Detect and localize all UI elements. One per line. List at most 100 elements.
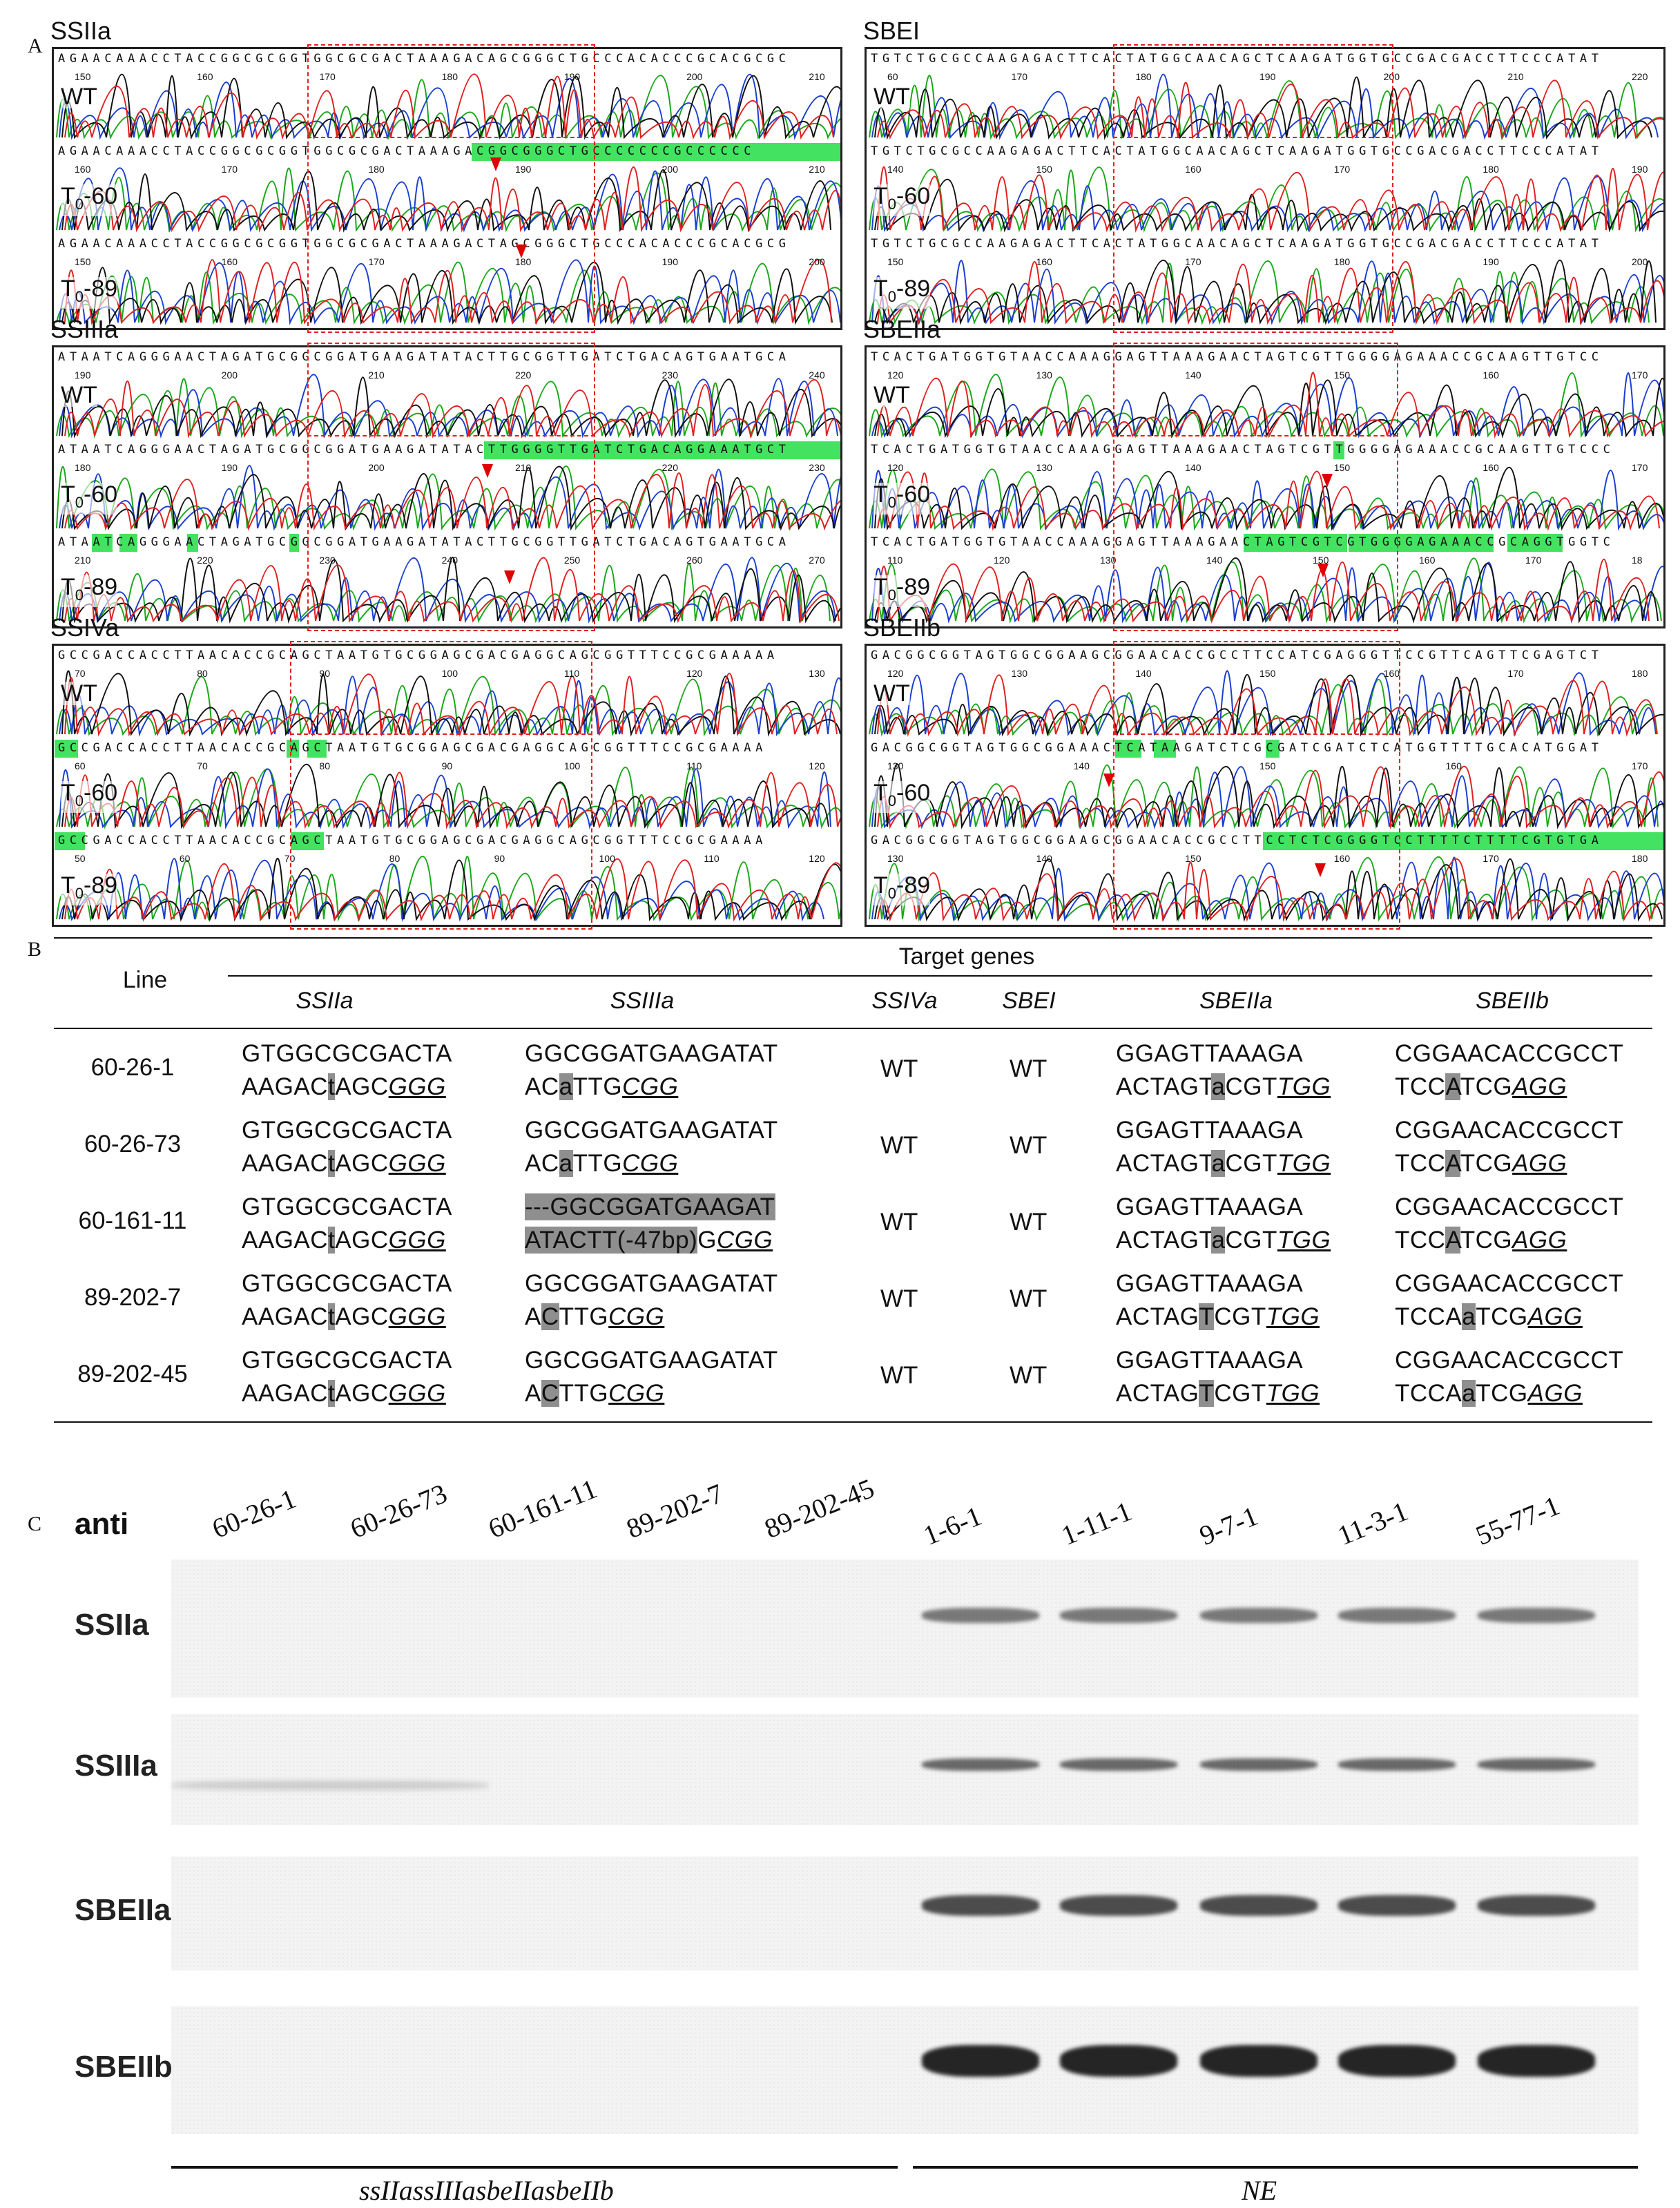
- track-label-wt: WT: [61, 84, 97, 110]
- position-tick: 170: [1525, 555, 1542, 566]
- sequence-fragment: TCCA: [1395, 1303, 1462, 1330]
- trace-line: [877, 372, 1663, 439]
- trace-line: [64, 378, 840, 439]
- protein-band: [1338, 1608, 1456, 1623]
- line-id: 60-26-1: [90, 1054, 175, 1081]
- position-tick: 140: [1135, 668, 1152, 679]
- protein-band: [1338, 2045, 1456, 2077]
- trace-line: [874, 763, 1663, 829]
- sequence-track: GACGGCGGTAGTGGCGGAAACTCATAAGATCTCGCGATCG…: [867, 738, 1663, 829]
- position-tick: 220: [197, 555, 213, 566]
- position-tick: 210: [809, 71, 825, 82]
- sequence-fragment: C: [541, 1303, 559, 1330]
- sequence-track: ATAATCAGGGAACTAGATGCGGCGGATGAAGATATACTTG…: [54, 440, 840, 531]
- sequence-track: AGAACAAACCTACCGGCGCGGTGGCGCGACTAAAGACTAG…: [54, 234, 840, 325]
- position-ticks: 190 200 210 220 230 240: [54, 369, 840, 382]
- trace-line: [877, 79, 1663, 140]
- trace-line: [871, 561, 1663, 624]
- trace-line: [869, 468, 1663, 531]
- position-tick: 100: [563, 760, 581, 771]
- base-call-sequence: TGTCTGCGCCAAGAGACTTCACTATGGCAACAGCTCAAGA…: [871, 144, 1603, 158]
- gene-header-sbeiib: SBEIIb: [1476, 988, 1549, 1014]
- sequence-fragment: TTG: [572, 1150, 623, 1177]
- edited-base-highlight: [307, 740, 327, 758]
- sequence-fragment: A: [1445, 1150, 1460, 1177]
- position-tick: 270: [809, 555, 825, 566]
- position-tick: 180: [75, 462, 91, 473]
- sbeiia-sequence: GGAGTTAAAGA ACTAGTaCGTTGG: [1116, 1037, 1331, 1104]
- mutant-group-label: ssIIassIIIasbeIIasbeIIb: [359, 2175, 614, 2206]
- sequence-fragment: ACTAGT: [1116, 1150, 1212, 1177]
- position-tick: 60: [887, 71, 898, 82]
- sequence-fragment: T: [1199, 1303, 1215, 1330]
- sequence-fragment: TCC: [1395, 1073, 1446, 1100]
- sequence-fragment: AGG: [1512, 1227, 1567, 1254]
- position-ticks: 50 60 70 80 90 100 110 120: [54, 853, 840, 865]
- base-call-sequence: GCCGACCACCTTAACACCGCAGCTAATGTGCGGAGCGACG…: [58, 741, 767, 755]
- sequence-fragment: TCC: [1395, 1227, 1446, 1254]
- sbeiia-sequence: GGAGTTAAAGA ACTAGTaCGTTGG: [1116, 1114, 1331, 1180]
- trace-line: [61, 670, 840, 737]
- sequence-fragment: ---GGCGGATGAAGAT: [525, 1193, 775, 1220]
- track-label-t60: T0-60: [61, 483, 118, 515]
- sequence-fragment: AGC: [335, 1380, 389, 1407]
- position-tick: 150: [75, 256, 91, 267]
- position-tick: 240: [441, 555, 458, 566]
- sequence-fragment: TCG: [1476, 1380, 1528, 1407]
- position-ticks: 110 120 130 140 150 160 170 18: [867, 555, 1663, 567]
- protein-band: [1060, 1758, 1177, 1771]
- position-tick: 210: [514, 462, 532, 473]
- gene-header-ssiiia: SSIIIa: [610, 988, 675, 1014]
- gene-name-sbeiib: SBEIIb: [863, 613, 941, 642]
- position-tick: 160: [75, 164, 91, 175]
- chromatogram-sbeiib: GACGGCGGTAGTGGCGGAAGCGGAACACCGCCTTCCATCG…: [865, 644, 1665, 927]
- trace-line: [59, 858, 824, 922]
- ssiia-sequence: GTGGCGCGACTA AAGACtAGCGGG: [242, 1344, 452, 1410]
- trace-line: [61, 74, 840, 140]
- ssiva-wt: WT: [880, 1055, 918, 1082]
- sequence-fragment: TGG: [1266, 1303, 1320, 1330]
- edited-base-highlight: [1266, 740, 1280, 758]
- position-tick: 170: [1632, 369, 1648, 381]
- trace-line: [61, 857, 840, 922]
- position-tick: 180: [1483, 164, 1499, 175]
- position-tick: 60: [179, 853, 191, 864]
- trace-line: [61, 261, 833, 325]
- protein-band: [1060, 1608, 1177, 1623]
- track-label-t60: T0-60: [873, 781, 931, 813]
- base-call-sequence: TCACTGATGGTGTAACCAAAGGAGTTAAAGAACTAGTCGT…: [871, 535, 1615, 549]
- position-tick: 140: [1206, 555, 1223, 566]
- position-tick: 80: [197, 668, 208, 679]
- position-tick: 120: [686, 668, 703, 679]
- sequence-fragment: CGGAACACCGCCT: [1395, 1347, 1624, 1374]
- protein-band: [1338, 1895, 1456, 1916]
- ssiiia-sequence: GGCGGATGAAGATAT ACaTTGCGG: [525, 1114, 778, 1180]
- sequence-fragment: GGG: [388, 1303, 446, 1330]
- position-tick: 150: [75, 71, 91, 82]
- position-tick: 200: [368, 462, 385, 473]
- position-tick: 150: [1259, 760, 1276, 771]
- position-tick: 190: [662, 256, 678, 267]
- protein-band: [1338, 1758, 1456, 1771]
- mutation-arrow-icon: [504, 570, 515, 584]
- position-tick: 18: [1632, 555, 1643, 566]
- sequence-fragment: TCC: [1395, 1150, 1446, 1177]
- trace-line: [64, 672, 838, 737]
- mutation-arrow-icon: [516, 244, 527, 258]
- ssiia-sequence: GTGGCGCGACTA AAGACtAGCGGG: [242, 1037, 452, 1104]
- protein-band: [1200, 1608, 1317, 1623]
- position-tick: 200: [809, 256, 825, 267]
- trace-line: [61, 557, 840, 624]
- position-tick: 170: [1185, 256, 1201, 267]
- sequence-fragment: t: [328, 1073, 336, 1100]
- base-call-sequence: ATAATCAGGGAACTAGATGCGGCGGATGAAGATATACTTG…: [58, 535, 791, 549]
- chromatogram-traces: [869, 670, 1663, 922]
- position-tick: 210: [809, 164, 825, 175]
- sequence-fragment: TCG: [1460, 1150, 1513, 1177]
- sequence-fragment: CGG: [716, 1227, 773, 1254]
- position-tick: 190: [563, 71, 581, 82]
- base-call-sequence: AGAACAAACCTACCGGCGCGGTGGCGCGACTAAAGACAGC…: [58, 52, 791, 66]
- sequence-fragment: TCG: [1476, 1303, 1528, 1330]
- position-tick: 210: [368, 369, 385, 381]
- gene-name-sbeiia: SBEIIa: [863, 315, 941, 343]
